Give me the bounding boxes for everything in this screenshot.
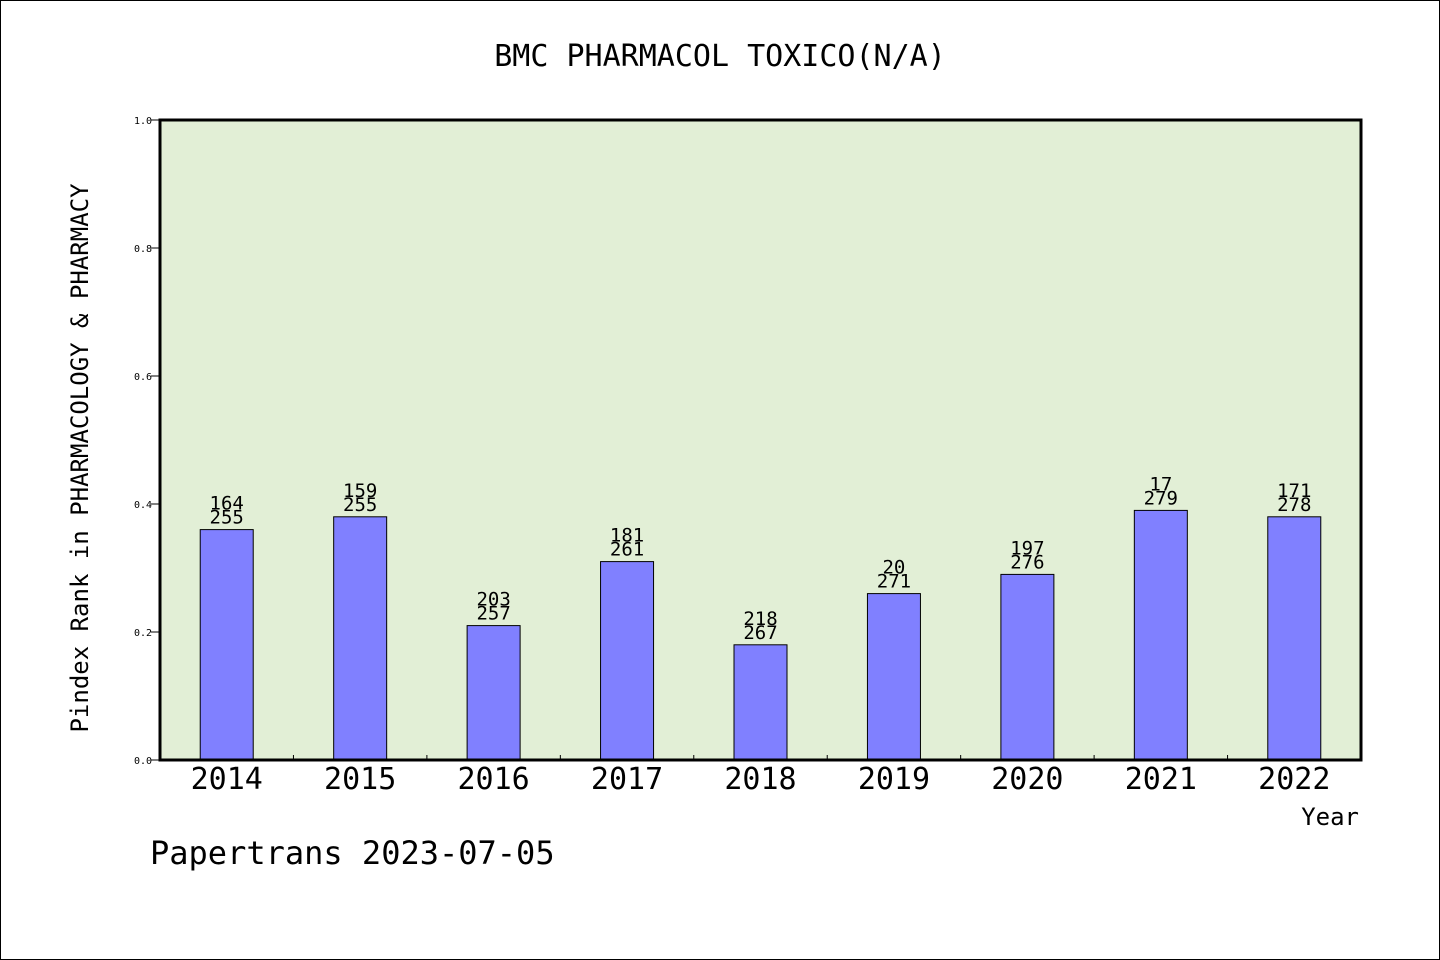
- bar-labels-group: 1642551592552032571812612182672027119727…: [210, 473, 1312, 643]
- y-tick-label: 0.2: [134, 628, 152, 639]
- y-tick-label: 0.0: [134, 756, 152, 767]
- bars-group: [199, 509, 1322, 761]
- bar-total-label: 276: [1010, 551, 1044, 573]
- bar-rank-label: 164: [210, 493, 244, 515]
- bar-rank-label: 171: [1277, 480, 1311, 502]
- bar-2017: [600, 561, 655, 761]
- bar-rank-label: 159: [343, 480, 377, 502]
- x-tick-label: 2015: [324, 762, 396, 797]
- bar-total-label: 267: [743, 622, 777, 644]
- bar-total-label: 255: [210, 507, 244, 529]
- x-tick-label: 2018: [724, 762, 796, 797]
- bar-total-label: 261: [610, 539, 644, 561]
- x-axis-label: Year: [1301, 803, 1359, 831]
- bar-total-label: 279: [1144, 487, 1178, 509]
- x-tick-label: 2017: [591, 762, 663, 797]
- bar-2014: [199, 529, 254, 761]
- y-axis-label: Pindex Rank in PHARMACOLOGY & PHARMACY: [66, 183, 94, 733]
- x-axis: 2014 2015 2016 2017 2018 2019 2020 2021 2022: [191, 755, 1330, 797]
- x-tick-label: 2019: [858, 762, 930, 797]
- bar-2018: [733, 644, 788, 761]
- footer-credit: Papertrans 2023-07-05: [150, 834, 555, 872]
- bar-2020: [1000, 573, 1055, 761]
- y-axis: 0.0 0.2 0.4 0.6 0.8 1.0: [134, 116, 160, 767]
- x-tick-label: 2014: [191, 762, 263, 797]
- bar-2021: [1133, 509, 1188, 761]
- x-tick-label: 2022: [1258, 762, 1330, 797]
- bar-rank-label: 20: [882, 557, 905, 579]
- bar-2015: [333, 516, 388, 761]
- y-tick-label: 1.0: [134, 116, 152, 127]
- bar-total-label: 257: [476, 603, 510, 625]
- bar-2016: [466, 625, 521, 761]
- y-tick-label: 0.6: [134, 372, 152, 383]
- bar-rank-label: 203: [476, 589, 510, 611]
- y-tick-label: 0.4: [134, 500, 152, 511]
- bar-2022: [1267, 516, 1322, 761]
- bar-rank-label: 181: [610, 525, 644, 547]
- bar-2019: [866, 593, 921, 761]
- x-tick-label: 2016: [457, 762, 529, 797]
- bar-total-label: 255: [343, 494, 377, 516]
- y-tick-label: 0.8: [134, 244, 152, 255]
- bar-rank-label: 218: [743, 608, 777, 630]
- x-tick-label: 2021: [1125, 762, 1197, 797]
- bar-total-label: 271: [877, 571, 911, 593]
- bar-rank-label: 197: [1010, 537, 1044, 559]
- bar-rank-label: 17: [1149, 473, 1172, 495]
- plot-border: [158, 118, 1363, 762]
- bar-total-label: 278: [1277, 494, 1311, 516]
- chart-title: BMC PHARMACOL TOXICO(N/A): [494, 39, 946, 74]
- x-tick-label: 2020: [991, 762, 1063, 797]
